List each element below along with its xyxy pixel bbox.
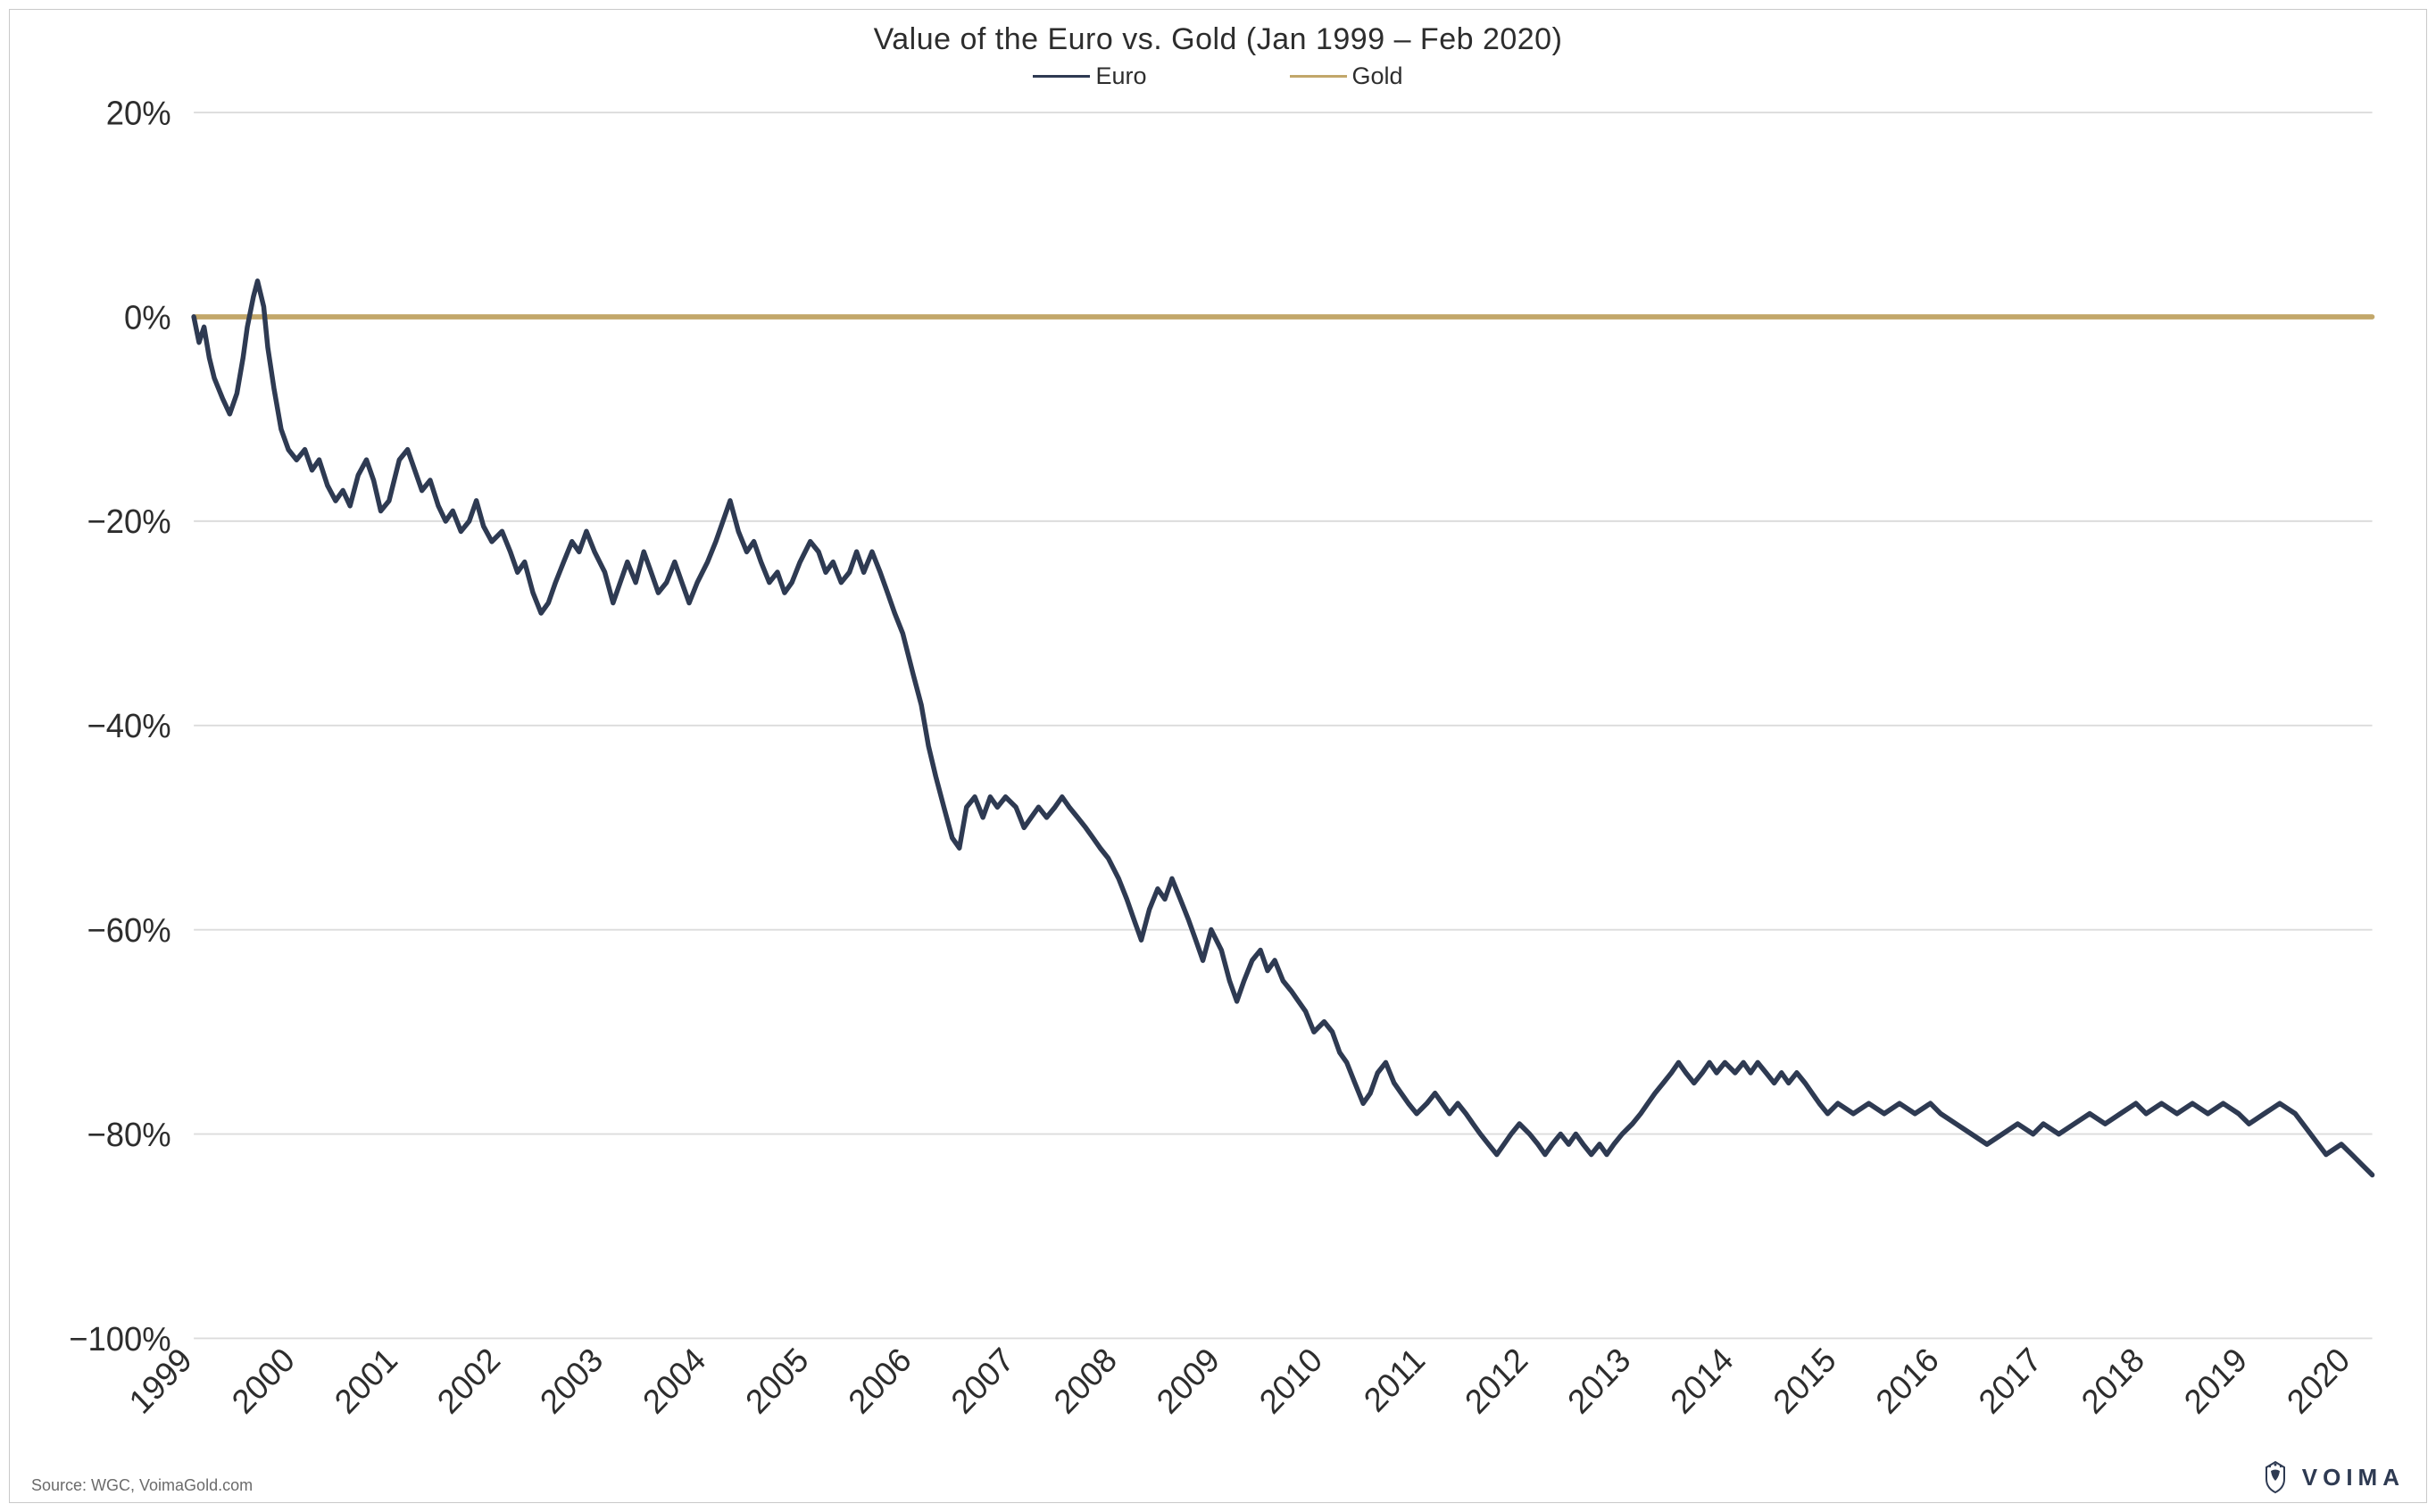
svg-text:2009: 2009 [1150, 1341, 1226, 1421]
svg-text:2003: 2003 [533, 1341, 610, 1421]
svg-text:2011: 2011 [1357, 1341, 1432, 1419]
svg-text:2008: 2008 [1046, 1341, 1123, 1421]
svg-text:2004: 2004 [636, 1341, 712, 1421]
svg-text:20%: 20% [106, 96, 171, 132]
source-text: Source: WGC, VoimaGold.com [31, 1476, 253, 1495]
svg-text:2018: 2018 [2074, 1341, 2151, 1421]
svg-text:2005: 2005 [738, 1341, 815, 1421]
svg-text:2016: 2016 [1868, 1341, 1945, 1421]
svg-text:2013: 2013 [1560, 1341, 1637, 1421]
svg-text:−100%: −100% [69, 1319, 170, 1358]
chart-border: Value of the Euro vs. Gold (Jan 1999 – F… [9, 9, 2427, 1503]
svg-text:2017: 2017 [1971, 1341, 2048, 1421]
legend-label-gold: Gold [1352, 62, 1403, 90]
svg-text:−80%: −80% [87, 1115, 170, 1153]
svg-text:−20%: −20% [87, 502, 170, 540]
svg-text:2012: 2012 [1458, 1341, 1534, 1421]
svg-text:2019: 2019 [2177, 1341, 2254, 1421]
legend-swatch-euro [1033, 75, 1090, 78]
svg-text:2001: 2001 [328, 1341, 404, 1421]
svg-text:2000: 2000 [224, 1341, 301, 1421]
legend-entry-euro: Euro [1033, 62, 1146, 90]
svg-text:2020: 2020 [2280, 1341, 2357, 1421]
svg-text:2006: 2006 [841, 1341, 918, 1421]
svg-text:−40%: −40% [87, 706, 170, 744]
chart-container: Value of the Euro vs. Gold (Jan 1999 – F… [0, 0, 2436, 1512]
legend-swatch-gold [1290, 75, 1347, 78]
brand-text: VOIMA [2302, 1464, 2405, 1491]
plot-area: −100%−80%−60%−40%−20%0%20%19992000200120… [31, 96, 2405, 1458]
chart-footer: Source: WGC, VoimaGold.com VOIMA [31, 1459, 2405, 1495]
svg-text:2014: 2014 [1663, 1341, 1740, 1421]
svg-text:0%: 0% [124, 298, 171, 336]
legend-entry-gold: Gold [1290, 62, 1403, 90]
svg-text:2010: 2010 [1252, 1341, 1329, 1421]
chart-title: Value of the Euro vs. Gold (Jan 1999 – F… [31, 22, 2405, 57]
brand-crest-icon [2257, 1459, 2293, 1495]
svg-text:−60%: −60% [87, 910, 170, 949]
svg-text:2015: 2015 [1766, 1341, 1842, 1421]
legend-label-euro: Euro [1095, 62, 1146, 90]
brand-block: VOIMA [2257, 1459, 2405, 1495]
svg-text:2007: 2007 [944, 1341, 1020, 1421]
svg-text:2002: 2002 [430, 1341, 507, 1421]
plot-svg: −100%−80%−60%−40%−20%0%20%19992000200120… [31, 96, 2405, 1458]
chart-legend: Euro Gold [31, 62, 2405, 90]
